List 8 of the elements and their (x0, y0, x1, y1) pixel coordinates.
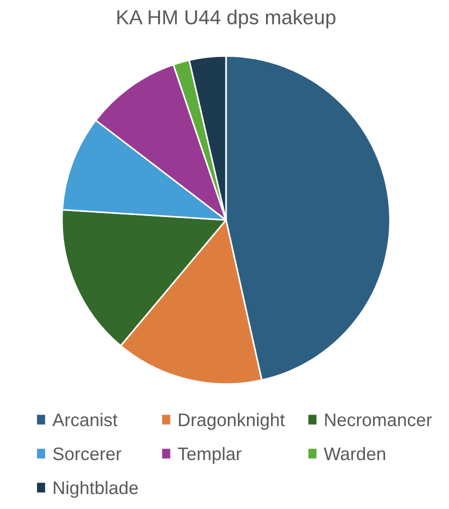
legend-label: Dragonknight (178, 413, 285, 430)
chart-title: KA HM U44 dps makeup (117, 10, 336, 28)
legend-label: Arcanist (52, 413, 118, 426)
legend-label: Warden (324, 446, 386, 460)
legend-label: Necromancer (325, 414, 432, 426)
legend-label: Sorcerer (53, 447, 122, 460)
legend-label: Templar (178, 446, 242, 464)
legend-label: Nightblade (54, 480, 138, 498)
